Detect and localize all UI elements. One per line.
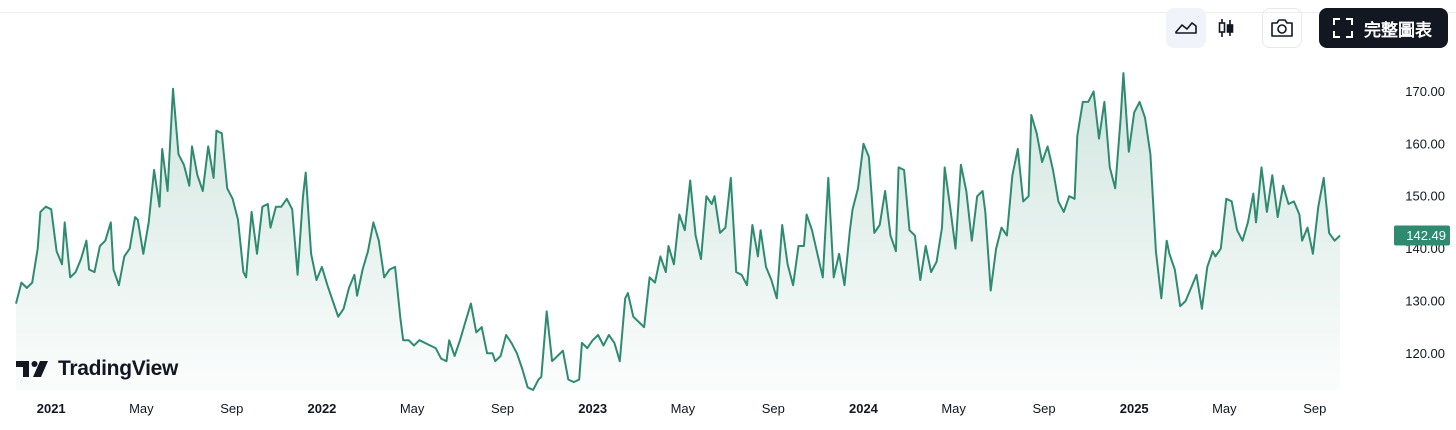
x-tick-label: Sep (491, 401, 514, 416)
screenshot-button[interactable] (1262, 8, 1302, 48)
fullscreen-label: 完整圖表 (1364, 20, 1432, 41)
brand-name: TradingView (58, 357, 179, 380)
y-tick-label: 150.00 (1405, 189, 1445, 204)
fullscreen-icon (1333, 18, 1353, 38)
x-tick-label: Sep (1303, 401, 1326, 416)
top-divider (0, 12, 1456, 13)
x-tick-label: 2024 (849, 401, 879, 416)
price-line (15, 72, 1341, 391)
last-price-badge (1394, 225, 1450, 246)
x-tick-label: Sep (1032, 401, 1055, 416)
tradingview-logo[interactable]: TradingView (16, 357, 178, 381)
x-tick-label: May (400, 401, 425, 416)
line-chart-button[interactable] (1166, 8, 1206, 48)
candlestick-button[interactable] (1206, 8, 1246, 48)
x-tick-label: May (941, 401, 966, 416)
fullscreen-button[interactable]: 完整圖表 (1319, 8, 1448, 48)
x-tick-label: May (671, 401, 696, 416)
y-tick-label: 130.00 (1405, 293, 1445, 308)
chart-toolbar: 完整圖表 (1166, 8, 1448, 48)
camera-icon (1271, 19, 1293, 37)
tradingview-logo-icon (16, 361, 48, 377)
x-tick-label: 2021 (37, 401, 66, 416)
candlestick-icon (1218, 19, 1234, 37)
x-tick-label: 2022 (307, 401, 336, 416)
x-tick-label: May (129, 401, 154, 416)
x-tick-label: 2023 (578, 401, 607, 416)
x-tick-label: Sep (220, 401, 243, 416)
last-price-label: 142.49 (1406, 228, 1446, 243)
y-tick-label: 160.00 (1405, 136, 1445, 151)
x-tick-label: 2025 (1120, 401, 1149, 416)
x-tick-label: Sep (762, 401, 785, 416)
line-chart-icon (1175, 22, 1197, 34)
y-tick-label: 170.00 (1405, 84, 1445, 99)
x-tick-label: May (1212, 401, 1237, 416)
y-tick-label: 120.00 (1405, 346, 1445, 361)
